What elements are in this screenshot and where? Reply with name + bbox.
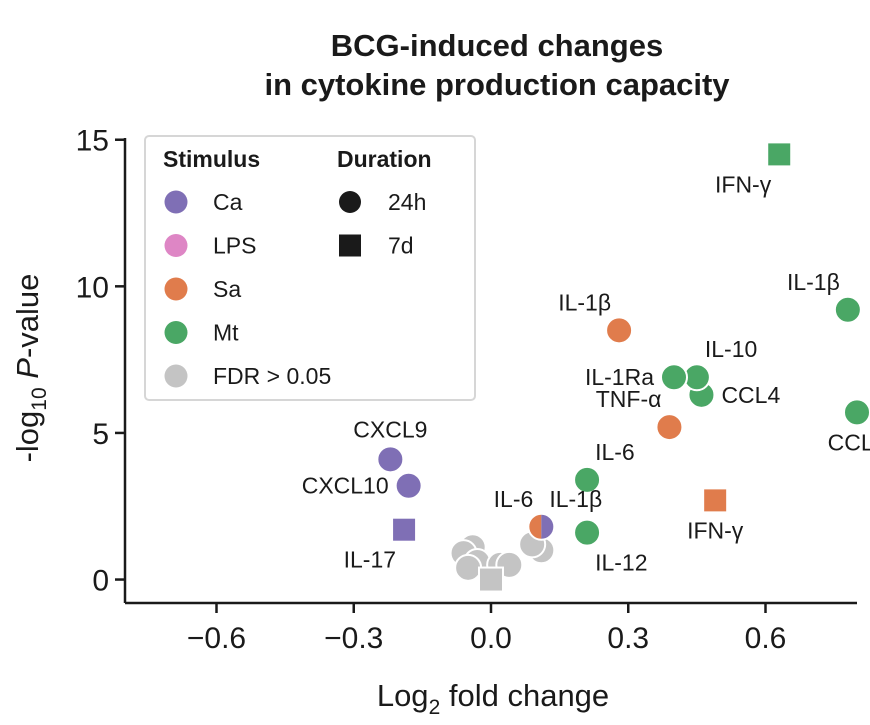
y-axis-label: -log10 P-value xyxy=(10,274,51,463)
data-point xyxy=(843,398,870,427)
legend-label: FDR > 0.05 xyxy=(213,363,331,389)
point-label: IL-17 xyxy=(344,547,396,573)
data-point xyxy=(527,512,556,541)
point-label: IL-1β xyxy=(787,269,840,295)
x-tick-label: 0.3 xyxy=(607,622,649,655)
title-line-2: in cytokine production capacity xyxy=(264,67,730,102)
data-point xyxy=(394,471,423,500)
point-label: IL-1β xyxy=(549,486,602,512)
legend-marker-ca xyxy=(164,190,188,214)
axes: −0.6 −0.3 0.0 0.3 0.6 0 5 10 15 xyxy=(76,125,857,655)
x-axis-label-suffix: fold change xyxy=(440,678,609,713)
data-point xyxy=(478,566,504,593)
svg-text:-log10 P-value: -log10 P-value xyxy=(10,274,51,463)
point-label: IFN-γ xyxy=(687,517,744,543)
legend-label: 24h xyxy=(388,189,426,215)
legend-label: Ca xyxy=(213,189,243,215)
y-tick-label: 10 xyxy=(76,271,109,304)
legend-stimulus-title: Stimulus xyxy=(163,146,260,172)
point-labels: IFN-γ IL-1β CCL3 CCL4 IL-10 IL-1Ra IL-1β TNF-α I… xyxy=(302,171,870,575)
point-label: CCL3 xyxy=(828,429,870,455)
point-label: IL-6 xyxy=(595,439,635,465)
data-point xyxy=(376,445,405,474)
legend-label: LPS xyxy=(213,233,256,259)
y-axis-label-space xyxy=(10,379,45,388)
point-label: IFN-γ xyxy=(715,171,772,197)
data-point xyxy=(660,363,688,392)
data-point xyxy=(655,413,684,442)
y-axis-label-prefix: -log xyxy=(10,411,45,463)
data-point xyxy=(605,316,634,345)
x-axis-label: Log2 fold change xyxy=(377,678,609,719)
data-point xyxy=(573,518,602,547)
x-axis-label-sub: 2 xyxy=(429,696,441,719)
point-label: CXCL9 xyxy=(353,416,427,442)
data-point xyxy=(454,553,483,582)
legend: Stimulus Duration Ca LPS Sa Mt FDR > 0.05 24h… xyxy=(144,135,476,401)
legend-marker-fdr xyxy=(164,364,188,388)
legend-label: 7d xyxy=(388,233,414,259)
title-line-1: BCG-induced changes xyxy=(331,28,663,63)
legend-label: Sa xyxy=(213,276,241,302)
y-tick-label: 5 xyxy=(92,418,109,451)
svg-text:Log2 fold change: Log2 fold change xyxy=(377,678,609,719)
legend-label: Mt xyxy=(213,320,239,346)
y-axis-label-suffix: -value xyxy=(10,274,45,358)
y-axis-label-italic: P xyxy=(10,358,45,379)
legend-items: Ca LPS Sa Mt FDR > 0.05 24h 7d xyxy=(164,189,426,389)
data-points xyxy=(376,141,870,593)
legend-duration-title: Duration xyxy=(337,146,432,172)
legend-marker-mt xyxy=(164,321,188,344)
point-label: CXCL10 xyxy=(302,473,389,499)
legend-marker-lps xyxy=(164,234,188,257)
data-point xyxy=(833,295,862,324)
point-label: IL-1Ra xyxy=(585,364,654,390)
point-label: IL-12 xyxy=(595,550,647,576)
legend-frame xyxy=(144,135,476,401)
data-point xyxy=(573,465,602,494)
y-tick-label: 0 xyxy=(92,565,109,598)
point-label: IL-1β xyxy=(558,289,611,315)
legend-marker-circle xyxy=(339,191,361,213)
data-point xyxy=(702,487,729,514)
x-tick-label: −0.3 xyxy=(324,622,383,655)
data-point xyxy=(391,516,418,543)
legend-marker-square xyxy=(339,234,361,257)
x-tick-label: −0.6 xyxy=(187,622,246,655)
point-label: CCL4 xyxy=(721,382,780,408)
y-axis-label-sub: 10 xyxy=(28,387,51,410)
x-tick-label: 0.6 xyxy=(745,622,787,655)
point-label: IL-10 xyxy=(705,336,757,362)
y-tick-label: 15 xyxy=(76,125,109,158)
legend-marker-sa xyxy=(164,277,188,301)
x-tick-label: 0.0 xyxy=(470,622,512,655)
point-label: IL-6 xyxy=(494,486,534,512)
chart-title: BCG-induced changes in cytokine producti… xyxy=(264,28,730,102)
point-label: TNF-α xyxy=(596,386,662,412)
x-axis-label-prefix: Log xyxy=(377,678,429,713)
data-point xyxy=(766,141,793,168)
